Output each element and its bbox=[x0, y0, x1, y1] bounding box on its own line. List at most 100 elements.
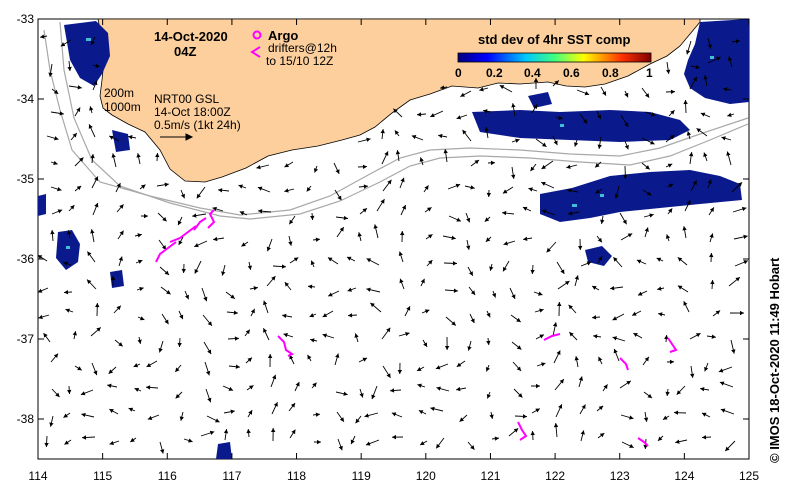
current-arrow bbox=[263, 300, 269, 314]
current-arrow bbox=[419, 440, 428, 446]
current-arrow bbox=[322, 333, 335, 339]
current-arrow bbox=[346, 256, 356, 262]
colorbar-title: std dev of 4hr SST comp bbox=[478, 32, 630, 47]
current-arrow bbox=[641, 87, 650, 98]
current-arrow bbox=[70, 132, 78, 141]
current-arrow bbox=[160, 286, 171, 295]
current-arrow bbox=[600, 215, 605, 224]
current-arrow bbox=[226, 310, 238, 315]
current-arrow bbox=[49, 415, 54, 427]
current-arrow bbox=[456, 114, 468, 120]
current-arrow bbox=[270, 427, 276, 442]
current-arrow bbox=[158, 340, 164, 353]
current-arrow bbox=[371, 385, 378, 400]
current-arrow bbox=[418, 409, 427, 415]
current-arrow bbox=[72, 331, 77, 340]
current-arrow bbox=[456, 386, 467, 392]
longitude-axis: 114 115 116 117 118 119 120 121 122 123 124 125 bbox=[28, 19, 759, 483]
current-arrow bbox=[382, 365, 391, 379]
current-arrow bbox=[510, 314, 521, 323]
current-arrow bbox=[213, 236, 225, 242]
current-arrow bbox=[620, 233, 633, 241]
current-arrow bbox=[238, 184, 247, 189]
current-arrow bbox=[67, 385, 72, 395]
current-arrow bbox=[686, 131, 692, 140]
current-arrow bbox=[556, 261, 565, 275]
current-arrow bbox=[37, 287, 49, 293]
current-arrow bbox=[175, 391, 183, 399]
current-arrow bbox=[74, 157, 84, 167]
current-arrow bbox=[513, 388, 523, 398]
current-arrow bbox=[225, 291, 236, 299]
current-arrow bbox=[665, 234, 671, 242]
current-arrow bbox=[436, 386, 450, 392]
current-arrow bbox=[90, 36, 96, 46]
current-arrow bbox=[512, 361, 522, 372]
current-arrow bbox=[309, 313, 317, 318]
current-arrow bbox=[682, 226, 687, 239]
current-arrow bbox=[134, 233, 142, 238]
current-arrow bbox=[417, 383, 426, 388]
current-arrow bbox=[288, 402, 296, 412]
current-arrow bbox=[358, 184, 369, 189]
current-arrow bbox=[591, 285, 600, 291]
current-arrow bbox=[184, 290, 190, 300]
current-arrow bbox=[658, 312, 666, 317]
current-arrow bbox=[690, 64, 700, 70]
current-arrow bbox=[719, 381, 734, 388]
lon-tick-label: 115 bbox=[93, 469, 112, 483]
current-arrow bbox=[619, 212, 627, 225]
current-arrow bbox=[202, 314, 213, 327]
current-arrow bbox=[288, 235, 293, 246]
current-arrow bbox=[555, 404, 563, 418]
current-arrow bbox=[624, 140, 629, 150]
current-arrow bbox=[677, 256, 688, 266]
lon-tick-label: 121 bbox=[480, 469, 500, 483]
current-arrow bbox=[706, 334, 716, 339]
current-arrow bbox=[391, 434, 404, 440]
current-arrow bbox=[81, 412, 95, 418]
current-arrow bbox=[689, 332, 701, 340]
isobaths bbox=[43, 21, 749, 220]
current-arrow bbox=[511, 103, 516, 117]
current-arrow bbox=[597, 432, 605, 439]
current-arrow bbox=[288, 215, 296, 225]
current-arrow bbox=[644, 227, 649, 238]
current-arrow bbox=[486, 337, 491, 346]
current-arrow bbox=[467, 266, 474, 276]
current-arrow bbox=[701, 435, 712, 440]
current-arrow bbox=[109, 440, 120, 446]
current-arrow bbox=[50, 111, 64, 116]
current-arrow bbox=[579, 404, 586, 415]
current-arrow bbox=[389, 388, 402, 393]
current-arrow bbox=[467, 441, 475, 450]
current-arrow bbox=[485, 364, 490, 372]
current-arrow bbox=[67, 230, 72, 239]
current-arrow bbox=[244, 329, 251, 337]
current-arrow bbox=[333, 162, 340, 175]
current-arrow bbox=[469, 313, 475, 324]
current-arrow bbox=[267, 353, 273, 368]
current-arrow bbox=[591, 315, 601, 320]
current-arrow bbox=[223, 429, 229, 441]
current-arrow bbox=[92, 202, 99, 216]
current-arrow bbox=[686, 40, 692, 55]
current-arrow bbox=[136, 286, 144, 292]
current-arrow bbox=[128, 407, 136, 412]
current-arrow bbox=[183, 438, 193, 443]
current-arrow bbox=[597, 136, 602, 149]
current-arrow bbox=[310, 212, 315, 221]
isobath-label-200: 200m bbox=[104, 86, 134, 100]
current-arrow bbox=[366, 287, 381, 293]
current-arrow bbox=[423, 185, 429, 193]
current-arrow bbox=[256, 164, 270, 170]
current-arrow bbox=[530, 430, 535, 441]
current-arrow bbox=[602, 384, 608, 392]
current-arrow bbox=[399, 177, 405, 189]
current-arrow bbox=[724, 440, 736, 452]
current-arrow bbox=[707, 179, 712, 189]
current-arrow bbox=[555, 115, 563, 120]
current-arrow bbox=[109, 408, 119, 415]
colorbar-label: 0 bbox=[455, 66, 462, 80]
current-arrow bbox=[404, 305, 411, 317]
